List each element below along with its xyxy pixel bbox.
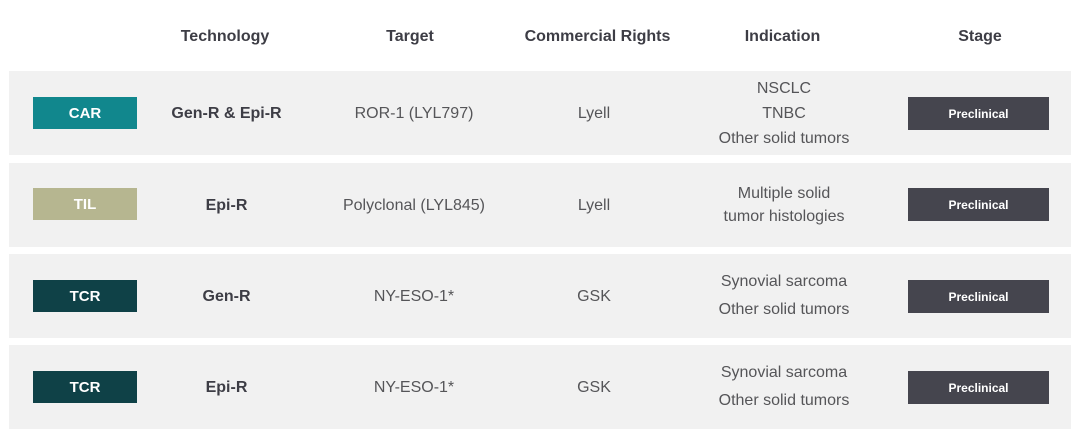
header-indication: Indication bbox=[744, 28, 821, 45]
header-stage: Stage bbox=[958, 28, 1002, 45]
indication-cell: Synovial sarcoma Other solid tumors bbox=[689, 254, 879, 338]
platform-badge-til: TIL bbox=[33, 188, 137, 220]
indication-line: tumor histologies bbox=[723, 208, 845, 225]
platform-badge-tcr: TCR bbox=[33, 280, 137, 312]
header-technology: Technology bbox=[180, 28, 270, 45]
stage-badge: Preclinical bbox=[908, 188, 1049, 221]
indication-line: Multiple solid bbox=[737, 185, 831, 202]
indication-line: TNBC bbox=[762, 104, 806, 122]
indication-line: Synovial sarcoma bbox=[720, 273, 848, 290]
target-cell: NY-ESO-1* bbox=[373, 378, 455, 396]
rights-cell: Lyell bbox=[577, 196, 611, 214]
target-cell: Polyclonal (LYL845) bbox=[342, 196, 485, 214]
table-row: CAR Gen-R & Epi-R ROR-1 (LYL797) Lyell N… bbox=[9, 71, 1071, 155]
platform-badge-car: CAR bbox=[33, 97, 137, 129]
indication-line: Synovial sarcoma bbox=[720, 364, 848, 381]
table-row: TCR Epi-R NY-ESO-1* GSK Synovial sarcoma… bbox=[9, 345, 1071, 429]
table-row: TCR Gen-R NY-ESO-1* GSK Synovial sarcoma… bbox=[9, 254, 1071, 338]
table-header: Technology Target Commercial Rights Indi… bbox=[0, 28, 1080, 58]
header-target: Target bbox=[386, 28, 434, 45]
technology-cell: Gen-R bbox=[202, 287, 251, 305]
indication-cell: NSCLC TNBC Other solid tumors bbox=[689, 71, 879, 155]
table-row: TIL Epi-R Polyclonal (LYL845) Lyell Mult… bbox=[9, 163, 1071, 247]
rights-cell: Lyell bbox=[577, 104, 611, 122]
target-cell: NY-ESO-1* bbox=[373, 287, 455, 305]
header-commercial-rights: Commercial Rights bbox=[524, 28, 671, 45]
indication-cell: Multiple solid tumor histologies bbox=[689, 163, 879, 247]
technology-cell: Epi-R bbox=[205, 378, 248, 396]
rights-cell: GSK bbox=[577, 287, 611, 305]
target-cell: ROR-1 (LYL797) bbox=[354, 104, 474, 122]
technology-cell: Epi-R bbox=[205, 196, 248, 214]
platform-badge-tcr: TCR bbox=[33, 371, 137, 403]
stage-badge: Preclinical bbox=[908, 97, 1049, 130]
stage-badge: Preclinical bbox=[908, 371, 1049, 404]
stage-badge: Preclinical bbox=[908, 280, 1049, 313]
indication-line: Other solid tumors bbox=[718, 129, 850, 147]
rights-cell: GSK bbox=[577, 378, 611, 396]
indication-line: Other solid tumors bbox=[718, 301, 850, 318]
indication-cell: Synovial sarcoma Other solid tumors bbox=[689, 345, 879, 429]
indication-line: Other solid tumors bbox=[718, 392, 850, 409]
technology-cell: Gen-R & Epi-R bbox=[171, 104, 282, 122]
indication-line: NSCLC bbox=[756, 79, 812, 97]
